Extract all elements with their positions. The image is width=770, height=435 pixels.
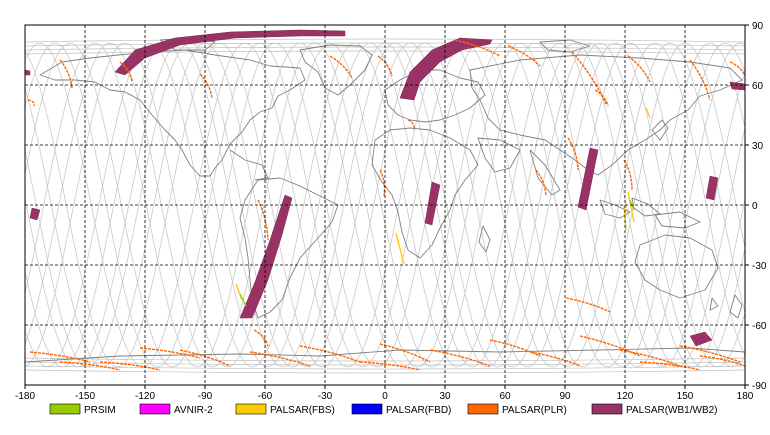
legend-swatch <box>139 403 171 415</box>
legend-label: PALSAR(WB1/WB2) <box>626 405 718 416</box>
legend-item: PALSAR(PLR) <box>467 403 567 416</box>
y-tick-label: 90 <box>752 21 764 32</box>
legend: PRSIM AVNIR-2 PALSAR(FBS) PALSAR(FBD) PALSAR… <box>49 403 718 416</box>
x-tick-label: -120 <box>135 391 155 402</box>
plr-track <box>565 297 611 313</box>
x-tick-label: 30 <box>439 391 451 402</box>
legend-swatch <box>235 403 267 415</box>
plr-track <box>29 351 91 363</box>
plr-track <box>377 55 393 77</box>
legend-swatch <box>591 403 623 415</box>
plr-track <box>507 45 541 67</box>
plr-track <box>257 199 269 241</box>
x-tick-label: -150 <box>75 391 95 402</box>
x-tick-label: -60 <box>258 391 273 402</box>
palsar-plr-tracks <box>27 39 745 371</box>
plr-track <box>571 51 607 105</box>
legend-item: PRSIM <box>49 403 116 416</box>
legend-label: PALSAR(PLR) <box>502 405 567 416</box>
y-tick-label: -30 <box>752 261 767 272</box>
x-tick-label: 90 <box>559 391 571 402</box>
x-tick-label: -90 <box>198 391 213 402</box>
plr-track <box>27 99 35 107</box>
graticule <box>25 25 745 385</box>
plr-track <box>567 137 579 171</box>
legend-swatch <box>351 403 383 415</box>
legend-label: PALSAR(FBD) <box>386 405 451 416</box>
plr-track <box>253 329 269 347</box>
legend-label: PALSAR(FBS) <box>270 405 335 416</box>
y-tick-label: -90 <box>752 381 767 392</box>
legend-item: PALSAR(FBS) <box>235 403 335 416</box>
plr-track <box>679 345 741 363</box>
plr-track <box>729 61 745 77</box>
x-tick-label: -30 <box>318 391 333 402</box>
plr-track <box>329 55 353 79</box>
plr-track <box>429 349 491 367</box>
y-tick-label: 30 <box>752 141 764 152</box>
y-tick-labels: 90 60 30 0 -30 -60 -90 <box>745 21 767 392</box>
legend-item: AVNIR-2 <box>139 403 213 416</box>
y-tick-label: 60 <box>752 81 764 92</box>
plr-track <box>359 361 421 371</box>
plr-track <box>59 361 121 371</box>
palsar-wb-swaths <box>25 29 745 347</box>
y-tick-label: -60 <box>752 321 767 332</box>
plr-track <box>489 339 541 357</box>
plr-track <box>407 119 415 131</box>
plr-track <box>119 61 133 83</box>
plr-track <box>299 345 361 363</box>
orbit-track <box>25 42 745 368</box>
plr-track <box>529 351 581 367</box>
plr-track <box>454 39 501 57</box>
plr-track <box>594 89 609 107</box>
legend-label: AVNIR-2 <box>174 405 213 416</box>
plr-track <box>639 361 701 371</box>
y-tick-label: 0 <box>752 201 758 212</box>
plr-track <box>249 351 311 367</box>
plr-track <box>379 169 386 197</box>
legend-item: PALSAR(FBD) <box>351 403 451 416</box>
x-tick-label: 150 <box>677 391 694 402</box>
legend-swatch <box>49 403 81 415</box>
x-tick-label: 120 <box>617 391 634 402</box>
x-tick-label: 0 <box>382 391 388 402</box>
x-tick-label: 60 <box>499 391 511 402</box>
orbit-track <box>25 42 745 368</box>
orbit-track <box>25 42 745 368</box>
legend-swatch <box>467 403 499 415</box>
plr-track <box>619 349 681 367</box>
x-tick-label: 180 <box>737 391 754 402</box>
legend-item: PALSAR(WB1/WB2) <box>591 403 718 416</box>
x-tick-label: -180 <box>15 391 35 402</box>
plr-track <box>579 335 641 357</box>
plr-track <box>139 347 201 359</box>
plr-track <box>689 59 711 101</box>
plr-track <box>535 169 547 197</box>
legend-label: PRSIM <box>84 405 116 416</box>
plr-track <box>99 361 161 371</box>
x-tick-labels: -180 -150 -120 -90 -60 -30 0 30 60 90 120 150 180 <box>15 385 754 402</box>
plr-track <box>699 355 745 367</box>
plr-track <box>627 55 651 83</box>
plr-track <box>179 349 231 367</box>
